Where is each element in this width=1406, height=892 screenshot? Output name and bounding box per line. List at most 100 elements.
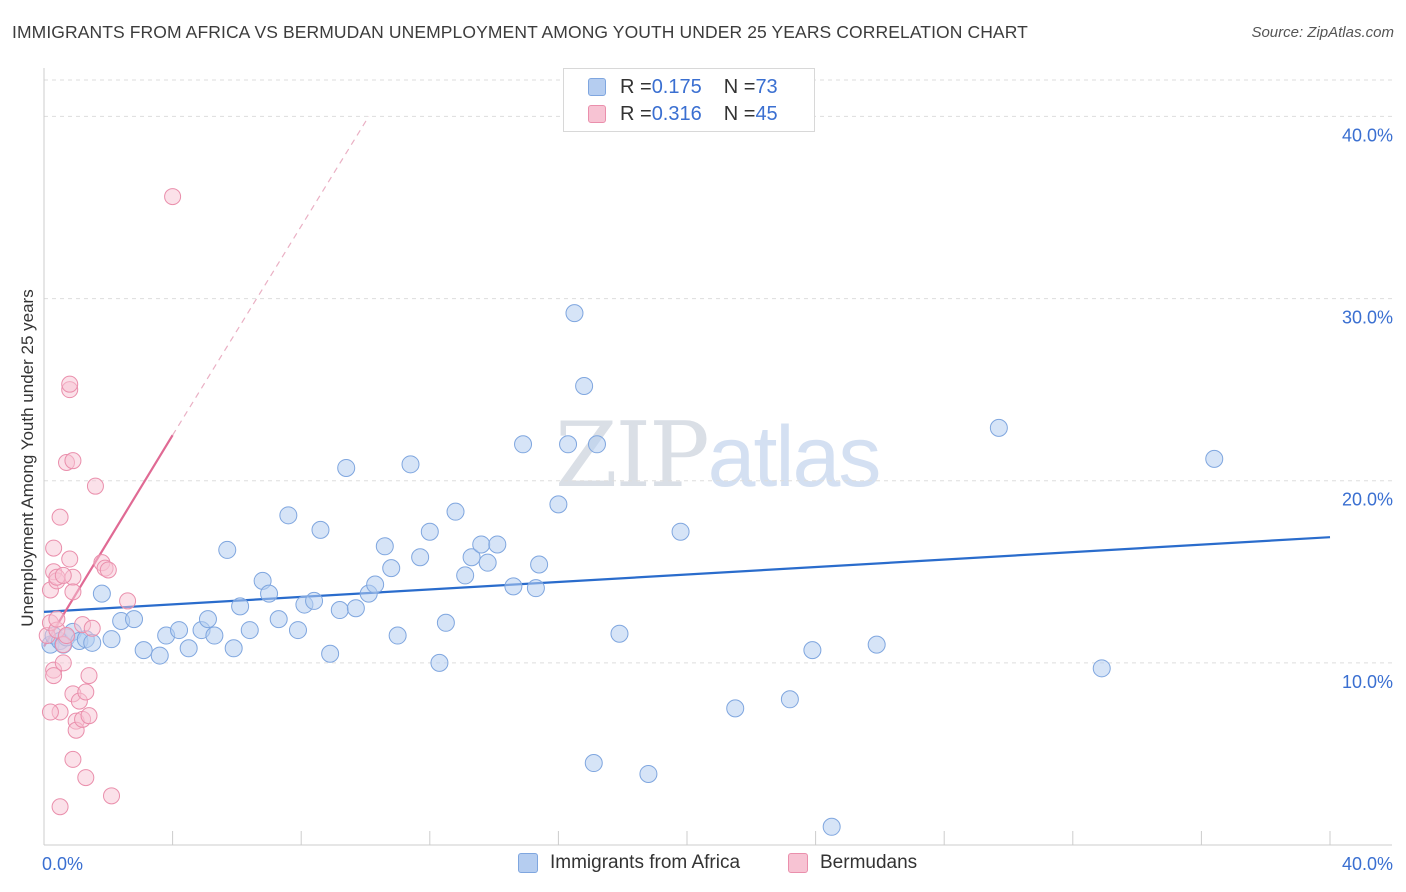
point-africa [279,506,298,525]
legend-bottom-bermudans: Bermudans [788,852,917,874]
point-africa [488,535,507,554]
point-africa [321,644,340,663]
point-africa [584,754,603,773]
point-bermudans [99,561,117,579]
point-africa [330,601,349,620]
point-africa [401,455,420,474]
legend-bottom-africa: Immigrants from Africa [518,852,740,874]
point-africa [780,690,799,709]
point-africa [83,633,102,652]
y-tick-label: 10.0% [1342,672,1393,692]
point-africa [671,522,690,541]
point-africa [420,522,439,541]
point-africa [549,495,568,514]
legend-row-bermudans: R = 0.316 N = 45 [588,101,778,127]
legend-n-value: 45 [755,102,778,125]
point-africa [205,626,224,645]
point-bermudans [45,667,63,685]
point-bermudans [83,619,101,637]
point-bermudans [64,583,82,601]
point-africa [134,641,153,660]
axes [43,68,1392,846]
point-africa [446,502,465,521]
grid-lines [44,79,1392,664]
point-africa [803,641,822,660]
legend-r-label: R = [620,75,652,98]
point-africa [575,377,594,395]
legend-bottom-label-africa: Immigrants from Africa [550,852,741,873]
point-africa [867,635,886,654]
point-africa [170,621,189,640]
point-africa [610,624,629,643]
point-africa [456,566,475,585]
watermark: ZIPatlas [555,403,882,508]
point-africa [1205,449,1224,468]
point-bermudans [86,477,104,495]
point-africa [198,610,217,629]
source-label: Source: ZipAtlas.com [1251,24,1394,41]
point-africa [240,621,259,640]
point-africa [526,579,545,598]
y-tick-label: 20.0% [1342,490,1393,510]
watermark-zip: ZIP [555,403,710,508]
legend-n-label: N = [723,75,756,98]
point-africa [1092,659,1111,678]
point-bermudans [103,787,121,805]
point-bermudans [80,667,98,685]
point-bermudans [45,539,63,557]
point-africa [587,435,606,454]
point-africa [639,764,658,783]
point-bermudans [48,610,66,628]
point-africa [388,626,407,645]
data-points [38,188,1224,836]
point-bermudans [61,375,79,393]
legend-n-value: 73 [755,75,778,98]
point-africa [726,699,745,718]
x-tick-label: 0.0% [42,854,83,874]
point-africa [366,575,385,594]
point-africa [382,559,401,578]
tick-labels: 10.0% 20.0% 30.0% 40.0% 0.0% 40.0% [42,125,1393,874]
legend-r-value: 0.316 [651,102,702,125]
point-africa [565,304,584,323]
x-tick-label: 40.0% [1342,854,1393,874]
point-bermudans [58,627,76,645]
point-africa [92,584,111,603]
legend-bottom-swatch-bermudans [788,853,808,873]
point-bermudans [77,683,95,701]
trend-line-africa [43,536,1331,613]
point-bermudans [77,769,95,787]
point-africa [260,584,279,603]
point-africa [305,591,324,610]
chart-title: IMMIGRANTS FROM AFRICA VS BERMUDAN UNEMP… [12,22,1028,42]
legend-swatch-bermudans [588,105,606,123]
point-africa [411,548,430,567]
legend-swatch-africa [588,78,606,96]
point-africa [559,435,578,454]
point-africa [436,613,455,632]
point-bermudans [64,452,82,470]
watermark-atlas: atlas [707,409,882,505]
point-bermudans [164,188,182,206]
point-africa [337,458,356,477]
point-bermudans [119,592,137,610]
legend-bottom-label-bermudans: Bermudans [820,852,918,873]
point-africa [504,577,523,596]
point-bermudans [41,703,59,721]
y-tick-label: 30.0% [1342,308,1393,328]
point-africa [218,540,237,559]
point-africa [102,630,121,649]
legend-bottom-swatch-africa [518,853,538,873]
legend-top: R = 0.175 N = 73 R = 0.316 N = 45 [563,68,815,132]
point-africa [462,548,481,567]
point-bermudans [54,654,72,672]
point-bermudans [51,798,69,816]
trend-lines [43,116,1331,648]
point-bermudans [51,508,69,526]
point-africa [288,621,307,640]
y-tick-label: 40.0% [1342,125,1393,145]
point-bermudans [80,707,98,725]
point-africa [269,610,288,629]
point-africa [224,639,243,658]
legend-n-label: N = [723,102,756,125]
